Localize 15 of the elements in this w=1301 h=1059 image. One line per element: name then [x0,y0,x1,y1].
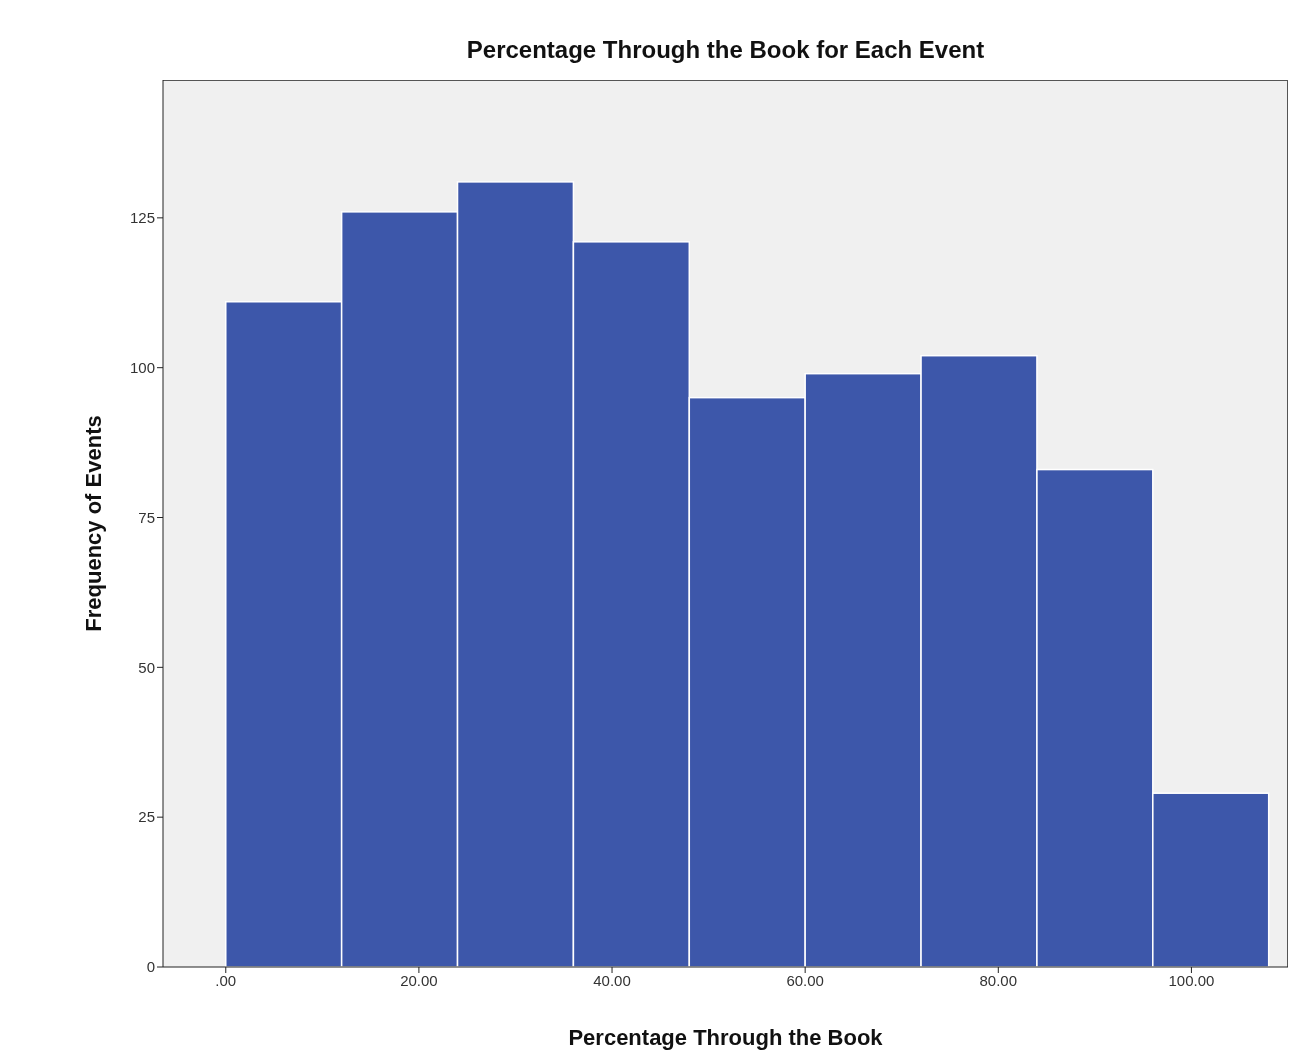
x-tick-label: 80.00 [979,971,1018,989]
y-axis-title: Frequency of Events [80,415,106,632]
y-tick-label: 100 [129,359,155,376]
y-tick-label: 0 [146,958,155,976]
y-tick-label: 25 [138,808,155,826]
chart-title: Percentage Through the Book for Each Event [465,36,986,64]
y-tick-label: 50 [138,658,155,676]
x-tick-label: 60.00 [786,971,824,989]
x-tick-label: 100.00 [1168,971,1215,989]
x-tick-label: .00 [215,971,237,989]
x-tick-label: 40.00 [593,971,631,989]
y-tick-label: 75 [138,508,155,526]
x-tick-label: 20.00 [400,971,438,989]
x-axis-title: Percentage Through the Book [568,1025,884,1050]
y-tick-label: 125 [129,209,155,227]
